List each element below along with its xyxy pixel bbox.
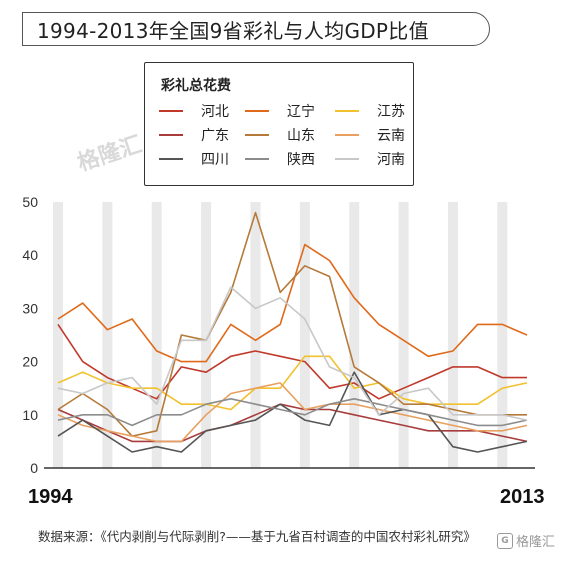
year-band [299, 202, 310, 468]
legend-label: 四川 [201, 152, 229, 168]
year-band [151, 202, 162, 468]
series-line-河南 [57, 286, 528, 421]
series-line-河北 [57, 323, 527, 400]
legend-label: 江苏 [377, 104, 405, 120]
year-band [497, 202, 508, 468]
legend-label: 河北 [201, 104, 229, 120]
legend-swatch [335, 158, 359, 160]
start-year-label: 1994 [28, 486, 73, 508]
series-line-陕西 [57, 397, 528, 427]
year-band [398, 202, 409, 468]
year-band [201, 202, 212, 468]
legend-item: 河南 [335, 149, 405, 169]
legend-label: 陕西 [287, 152, 315, 168]
legend-item: 辽宁 [245, 101, 315, 121]
legend-item: 河北 [159, 101, 229, 121]
brand-name: 格隆汇 [515, 535, 555, 550]
legend-item: 陕西 [245, 149, 315, 169]
legend-label: 云南 [377, 128, 405, 144]
year-band [250, 202, 261, 468]
legend-label: 辽宁 [287, 104, 315, 120]
title-box: 1994-2013年全国9省彩礼与人均GDP比值 [22, 12, 490, 46]
y-tick-label: 20 [22, 354, 38, 370]
series-line-辽宁 [57, 243, 528, 363]
legend-item: 山东 [245, 125, 315, 145]
year-band [447, 202, 458, 468]
legend-item: 四川 [159, 149, 229, 169]
year-band [53, 202, 63, 468]
legend-swatch [159, 158, 183, 160]
y-tick-label: 10 [22, 407, 38, 423]
y-tick-label: 50 [22, 194, 38, 210]
legend-title: 彩礼总花费 [161, 78, 231, 94]
legend: 彩礼总花费 河北 辽宁 江苏广东 山东 云南四川 陕西 河南 [144, 62, 414, 186]
brand-logo-icon: G [496, 532, 513, 549]
series-line-广东 [57, 403, 528, 443]
legend-item: 云南 [335, 125, 405, 145]
legend-item: 江苏 [335, 101, 405, 121]
series-line-山东 [57, 211, 527, 437]
legend-swatch [335, 134, 359, 136]
y-tick-label: 0 [30, 460, 38, 476]
legend-swatch [159, 110, 183, 112]
year-band [349, 202, 360, 468]
y-tick-label: 30 [22, 300, 38, 316]
legend-label: 河南 [377, 152, 405, 168]
legend-swatch [245, 158, 269, 160]
source-note: 数据来源：《代内剥削与代际剥削?——基于九省百村调查的中国农村彩礼研究》 [38, 529, 476, 544]
series-line-江苏 [57, 355, 528, 411]
line-chart: 0 10 20 30 40 50 [22, 194, 535, 476]
chart-title: 1994-2013年全国9省彩礼与人均GDP比值 [37, 18, 429, 43]
legend-swatch [335, 110, 359, 112]
legend-swatch [159, 134, 183, 136]
legend-label: 山东 [287, 128, 315, 144]
series-line-云南 [57, 382, 528, 443]
y-tick-label: 40 [22, 247, 38, 263]
legend-item: 广东 [159, 125, 229, 145]
year-band [102, 202, 113, 468]
brand-watermark: G 格隆汇 [496, 531, 555, 550]
end-year-label: 2013 [500, 486, 545, 508]
legend-swatch [245, 134, 269, 136]
legend-swatch [245, 110, 269, 112]
legend-label: 广东 [201, 128, 229, 144]
